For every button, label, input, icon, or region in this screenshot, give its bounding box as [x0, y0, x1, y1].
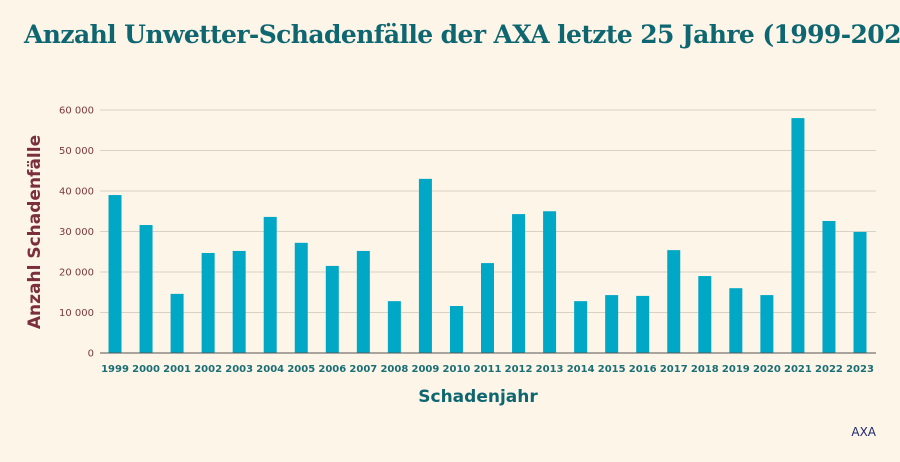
bar-2014 [574, 301, 588, 353]
x-tick-label: 2022 [815, 364, 843, 375]
y-tick-label: 30 000 [59, 227, 94, 238]
bar-2023 [853, 231, 867, 353]
bar-2001 [170, 293, 184, 353]
y-tick-label: 0 [88, 349, 94, 360]
bar-2002 [201, 252, 215, 353]
x-tick-label: 2000 [132, 364, 160, 375]
bar-2007 [356, 250, 370, 353]
bar-2022 [822, 220, 836, 353]
y-tick-label: 20 000 [59, 268, 94, 279]
x-tick-label: 2011 [474, 364, 502, 375]
bar-2004 [263, 216, 277, 353]
x-tick-label: 2013 [536, 364, 564, 375]
y-tick-label: 10 000 [59, 308, 94, 319]
chart-title: Anzahl Unwetter-Schadenfälle der AXA let… [24, 20, 900, 49]
y-axis-label: Anzahl Schadenfälle [25, 135, 45, 329]
bar-2016 [636, 295, 650, 353]
bar-2012 [512, 214, 526, 353]
x-tick-label: 2017 [660, 364, 688, 375]
bar-2000 [139, 225, 153, 353]
source-label: AXA [851, 425, 876, 439]
x-axis-label: Schadenjahr [418, 387, 538, 407]
bar-2015 [605, 295, 619, 353]
bar-2003 [232, 250, 246, 353]
x-tick-label: 2018 [691, 364, 719, 375]
x-tick-label: 2003 [225, 364, 253, 375]
bar-2008 [387, 301, 401, 353]
bar-1999 [108, 195, 122, 353]
bar-2013 [543, 211, 557, 353]
x-tick-label: 2023 [846, 364, 874, 375]
x-tick-label: 2016 [629, 364, 657, 375]
x-tick-label: 2015 [598, 364, 626, 375]
x-tick-label: 2001 [163, 364, 191, 375]
bar-2019 [729, 288, 743, 353]
bar-2005 [294, 242, 308, 353]
y-tick-label: 40 000 [59, 187, 94, 198]
x-tick-label: 2002 [194, 364, 222, 375]
x-tick-label: 2021 [784, 364, 812, 375]
bar-2017 [667, 250, 681, 353]
x-tick-label: 2005 [287, 364, 315, 375]
y-tick-label: 60 000 [59, 106, 94, 117]
x-tick-label: 2010 [443, 364, 471, 375]
x-tick-label: 2009 [411, 364, 439, 375]
bar-2018 [698, 276, 712, 353]
y-tick-label: 50 000 [59, 146, 94, 157]
x-tick-label: 2020 [753, 364, 781, 375]
bar-2011 [481, 263, 494, 353]
bar-2021 [791, 118, 805, 353]
bar-2010 [449, 306, 463, 353]
x-tick-label: 2006 [318, 364, 346, 375]
x-tick-label: 2012 [505, 364, 533, 375]
x-tick-label: 2019 [722, 364, 750, 375]
bar-2009 [418, 178, 432, 353]
x-tick-label: 2004 [256, 364, 284, 375]
bar-2006 [325, 265, 339, 353]
x-tick-label: 1999 [101, 364, 129, 375]
x-tick-label: 2007 [349, 364, 377, 375]
bar-2020 [760, 295, 774, 353]
x-tick-label: 2014 [567, 364, 595, 375]
x-tick-label: 2008 [380, 364, 408, 375]
